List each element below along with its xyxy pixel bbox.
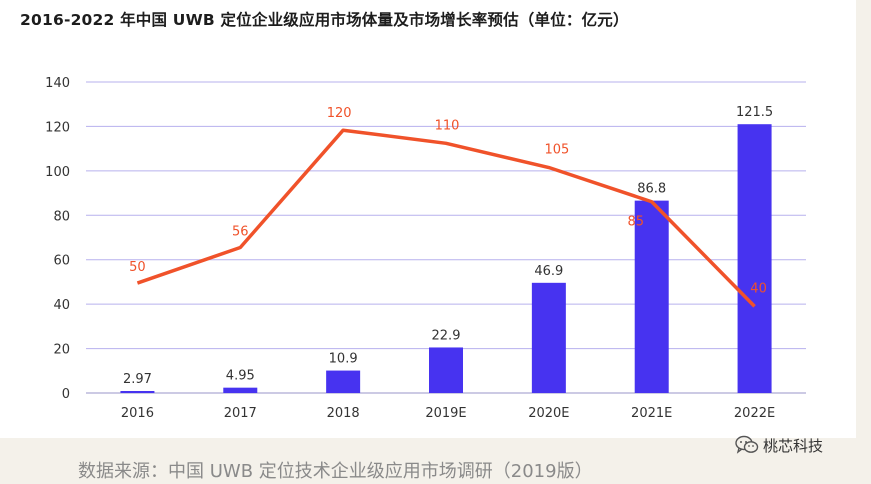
- x-tick-label: 2016: [121, 406, 154, 421]
- y-tick-label: 120: [45, 120, 70, 135]
- y-tick-label: 80: [53, 209, 70, 224]
- line-value-label: 40: [750, 281, 767, 296]
- wechat-icon: [735, 435, 759, 454]
- line-series: 50 56 120 110 105 85 40: [129, 106, 767, 308]
- x-tick-label: 2020E: [528, 406, 569, 421]
- y-tick-label: 20: [53, 343, 70, 358]
- bar: [429, 347, 463, 393]
- chart-title: 2016-2022 年中国 UWB 定位企业级应用市场体量及市场增长率预估（单位…: [20, 11, 629, 29]
- bar: [737, 124, 772, 393]
- y-tick-label: 0: [62, 387, 70, 402]
- x-tick-label: 2021E: [631, 406, 672, 421]
- bar-value-label: 22.9: [432, 328, 461, 343]
- bar-series: 2.97 4.95 10.9 22.9 46.9 86.8 121.5: [120, 105, 773, 393]
- y-tick-label: 100: [45, 165, 70, 180]
- bar-value-label: 2.97: [123, 372, 152, 387]
- x-tick-label: 2018: [327, 406, 360, 421]
- growth-line: [136, 128, 756, 308]
- bar: [634, 200, 669, 393]
- bar: [531, 282, 566, 393]
- x-tick-label: 2022E: [734, 406, 775, 421]
- y-axis-ticks: 0 20 40 60 80 100 120 140: [45, 76, 70, 402]
- bar: [326, 370, 361, 393]
- watermark-text: 桃芯科技: [763, 436, 824, 455]
- line-value-label: 85: [627, 215, 644, 230]
- y-tick-label: 40: [53, 298, 70, 313]
- bar-value-label: 46.9: [534, 264, 563, 279]
- source-note: 数据来源：中国 UWB 定位技术企业级应用市场调研（2019版）: [78, 461, 593, 482]
- line-value-label: 110: [435, 118, 460, 133]
- bar-value-label: 4.95: [226, 369, 255, 384]
- watermark: 桃芯科技: [735, 434, 823, 456]
- line-value-label: 120: [327, 106, 352, 121]
- bar-value-label: 121.5: [736, 105, 773, 120]
- bar: [223, 387, 258, 393]
- bar-value-label: 10.9: [329, 352, 358, 367]
- bar-value-label: 86.8: [637, 182, 666, 197]
- line-value-label: 56: [232, 224, 249, 239]
- x-tick-label: 2017: [224, 406, 257, 421]
- chart-svg: 0 20 40 60 80 100 120 140 2.97 4.95 10.9 22.9 46.9 8…: [45, 76, 806, 421]
- bar: [120, 391, 155, 393]
- y-tick-label: 60: [53, 254, 70, 269]
- x-tick-label: 2019E: [425, 406, 466, 421]
- y-tick-label: 140: [45, 76, 70, 91]
- line-value-label: 105: [544, 143, 569, 158]
- x-axis-ticks: 2016 2017 2018 2019E 2020E 2021E 2022E: [121, 406, 775, 421]
- line-value-label: 50: [129, 260, 146, 275]
- chart-panel: 2016-2022 年中国 UWB 定位企业级应用市场体量及市场增长率预估（单位…: [0, 0, 856, 438]
